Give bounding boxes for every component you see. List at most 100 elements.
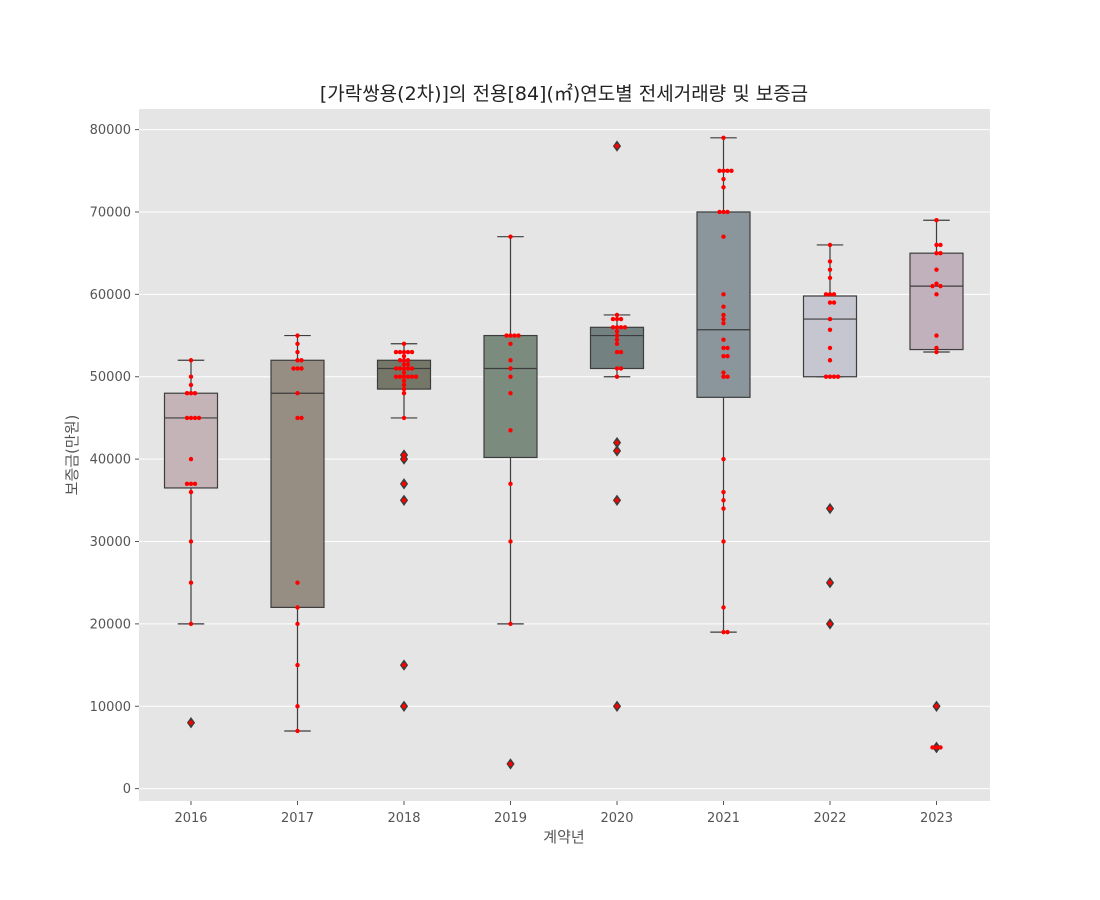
data-point (196, 415, 202, 421)
data-point (827, 580, 833, 585)
x-tick-label: 2019 (494, 811, 527, 826)
data-point (721, 209, 726, 215)
data-point (405, 362, 411, 367)
data-point (295, 580, 300, 585)
data-point (831, 300, 837, 305)
data-point (188, 382, 194, 388)
data-point (721, 234, 726, 239)
data-point (188, 720, 194, 725)
data-point (188, 489, 194, 495)
y-tick-label: 50000 (90, 370, 131, 385)
data-point (401, 382, 407, 388)
x-tick-label: 2021 (707, 811, 740, 826)
data-point (610, 316, 616, 322)
data-point (823, 374, 829, 379)
data-point (725, 209, 730, 215)
data-point (618, 316, 624, 322)
data-point (827, 316, 833, 322)
data-point (721, 176, 726, 182)
data-point (721, 539, 726, 544)
data-point (188, 374, 194, 379)
data-point (401, 704, 407, 709)
data-point (721, 498, 726, 503)
data-point (405, 349, 411, 355)
data-point (188, 539, 194, 544)
data-point (508, 481, 513, 487)
data-point (827, 327, 833, 332)
data-point (401, 481, 407, 487)
data-point (938, 242, 943, 248)
data-point (614, 366, 620, 371)
data-point (295, 341, 300, 346)
data-point (614, 333, 620, 338)
y-tick-label: 40000 (90, 453, 131, 468)
data-point (299, 366, 304, 371)
data-point (614, 374, 620, 379)
data-point (295, 621, 300, 627)
data-point (508, 341, 513, 346)
data-point (721, 185, 726, 190)
data-point (721, 304, 726, 309)
data-point (721, 456, 726, 462)
data-point (827, 506, 833, 511)
y-axis-label: 보증금(만원) (63, 415, 81, 496)
data-point (401, 452, 407, 458)
data-point (508, 333, 513, 338)
data-point (184, 481, 190, 487)
data-point (934, 292, 939, 297)
data-point (614, 448, 620, 454)
data-point (827, 374, 833, 379)
data-point (614, 440, 620, 445)
y-tick-label: 20000 (90, 617, 131, 632)
data-point (614, 143, 620, 149)
data-point (295, 728, 300, 734)
data-point (827, 300, 833, 305)
box-iqr (802, 295, 858, 378)
data-point (610, 325, 616, 330)
data-point (295, 704, 300, 709)
data-point (401, 358, 407, 363)
data-point (934, 281, 939, 286)
data-point (295, 415, 300, 421)
x-axis-ticks: 2016 2017 2018 2019 2020 2021 2022 2023 (174, 801, 953, 826)
data-point (618, 325, 624, 330)
swarm-points (184, 135, 943, 767)
data-point (934, 218, 939, 223)
data-point (725, 374, 730, 379)
data-point (508, 539, 513, 544)
data-point (938, 283, 943, 289)
data-point (393, 374, 399, 379)
data-point (721, 374, 726, 379)
data-point (291, 366, 296, 371)
data-point (393, 349, 399, 355)
data-point (827, 259, 833, 264)
data-point (717, 168, 722, 173)
data-point (401, 386, 407, 392)
data-point (393, 366, 399, 371)
x-tick-label: 2023 (920, 811, 953, 826)
data-point (725, 345, 730, 351)
data-point (721, 337, 726, 342)
data-point (938, 250, 943, 256)
data-point (295, 333, 300, 338)
box-iqr (483, 334, 538, 459)
data-point (401, 498, 407, 503)
data-point (721, 168, 726, 173)
data-point (614, 349, 620, 355)
data-point (401, 456, 407, 462)
data-point (295, 349, 300, 355)
data-point (934, 242, 939, 248)
data-point (409, 366, 415, 371)
data-point (508, 366, 513, 371)
data-point (721, 312, 726, 318)
data-point (295, 391, 300, 396)
data-point (405, 366, 411, 371)
x-tick-label: 2022 (813, 811, 846, 826)
data-point (618, 349, 624, 355)
data-point (721, 629, 726, 635)
data-point (721, 345, 726, 351)
data-point (508, 391, 513, 396)
data-point (401, 378, 407, 384)
data-point (934, 333, 939, 338)
data-point (508, 761, 513, 767)
